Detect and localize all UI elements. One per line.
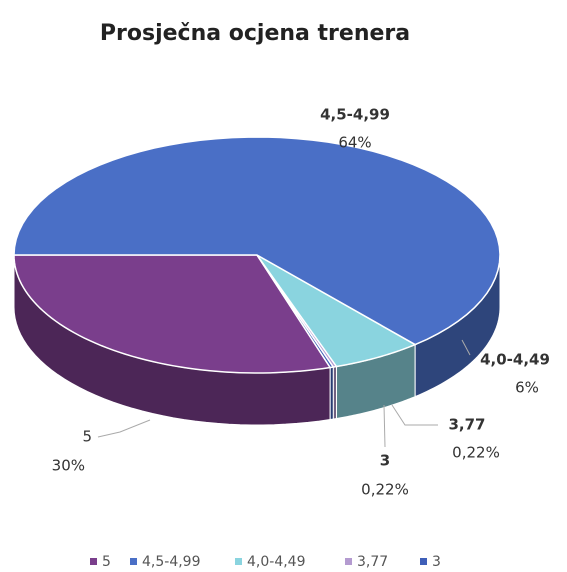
legend-swatch bbox=[420, 558, 427, 565]
slice-label: 4,5-4,99 bbox=[320, 106, 390, 124]
legend-label: 5 bbox=[102, 554, 111, 570]
slice bbox=[13, 136, 501, 346]
slice bbox=[256, 254, 417, 368]
leader-line bbox=[383, 404, 386, 448]
legend-swatch bbox=[90, 558, 97, 565]
slice-value: 64% bbox=[338, 134, 371, 152]
pie-tops bbox=[13, 136, 501, 374]
slice bbox=[13, 254, 332, 374]
legend-label: 3 bbox=[432, 554, 441, 570]
leader-line bbox=[97, 419, 151, 438]
slice-label: 3 bbox=[380, 452, 390, 470]
pie-sides bbox=[13, 254, 501, 426]
leader-line bbox=[391, 404, 438, 426]
slice-label: 3,77 bbox=[448, 416, 485, 434]
slice-value: 6% bbox=[515, 379, 539, 397]
legend-label: 3,77 bbox=[357, 554, 388, 570]
legend-label: 4,0-4,49 bbox=[247, 554, 306, 570]
chart-title: Prosječna ocjena trenera bbox=[100, 21, 410, 46]
slice-value: 0,22% bbox=[361, 481, 409, 499]
slice-value: 0,22% bbox=[452, 444, 500, 462]
legend-swatch bbox=[235, 558, 242, 565]
leader-line bbox=[461, 339, 471, 356]
legend-swatch bbox=[345, 558, 352, 565]
slice-label: 5 bbox=[82, 428, 92, 446]
slice-value: 30% bbox=[52, 457, 85, 475]
legend-swatch bbox=[130, 558, 137, 565]
slice-label: 4,0-4,49 bbox=[480, 351, 550, 369]
legend-label: 4,5-4,99 bbox=[142, 554, 201, 570]
